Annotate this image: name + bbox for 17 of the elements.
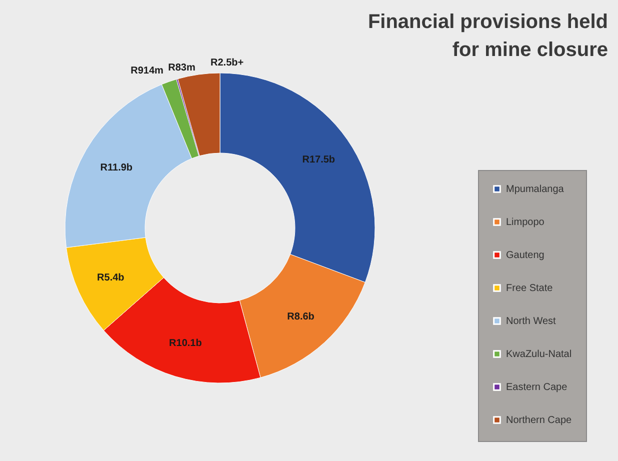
data-label: R5.4b	[97, 272, 124, 284]
data-label: R2.5b+	[210, 58, 244, 69]
data-label: R914m	[130, 65, 164, 76]
legend-label: Eastern Cape	[506, 382, 568, 393]
legend-label: Gauteng	[506, 250, 544, 261]
data-label: R10.1b	[169, 338, 202, 349]
legend-label: Northern Cape	[506, 415, 572, 426]
data-label: R17.5b	[302, 154, 336, 166]
chart-title: Financial provisions held for mine closure	[368, 11, 608, 61]
legend-label: Free State	[506, 283, 554, 294]
data-label: R8.6b	[287, 312, 314, 323]
legend-label: KwaZulu-Natal	[506, 349, 572, 360]
legend-label: Limpopo	[506, 217, 545, 228]
legend-label: Mpumalanga	[506, 184, 564, 195]
legend-label: North West	[506, 316, 556, 327]
data-label: R11.9b	[100, 162, 133, 174]
data-label: R83m	[168, 62, 196, 74]
